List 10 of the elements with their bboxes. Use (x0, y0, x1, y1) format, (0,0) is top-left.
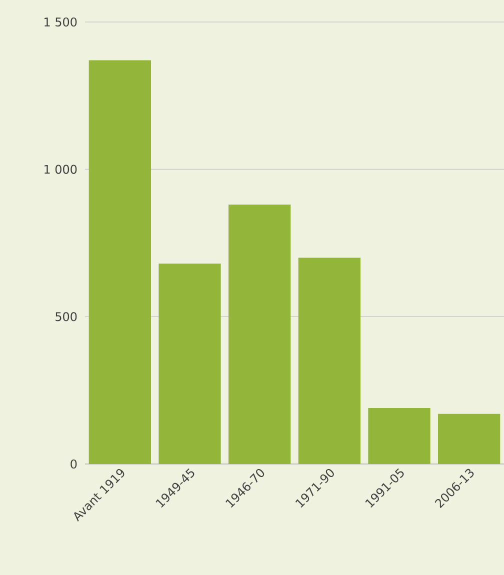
bar (438, 414, 500, 464)
y-tick-label: 0 (70, 459, 76, 469)
bar (88, 60, 151, 464)
bar (298, 258, 360, 464)
y-tick-label: 1 500 (44, 17, 76, 27)
y-tick-label: 500 (55, 312, 76, 322)
bar (158, 264, 221, 464)
y-tick-label: 1 000 (44, 164, 76, 174)
bar (228, 204, 290, 464)
bar (368, 408, 430, 464)
